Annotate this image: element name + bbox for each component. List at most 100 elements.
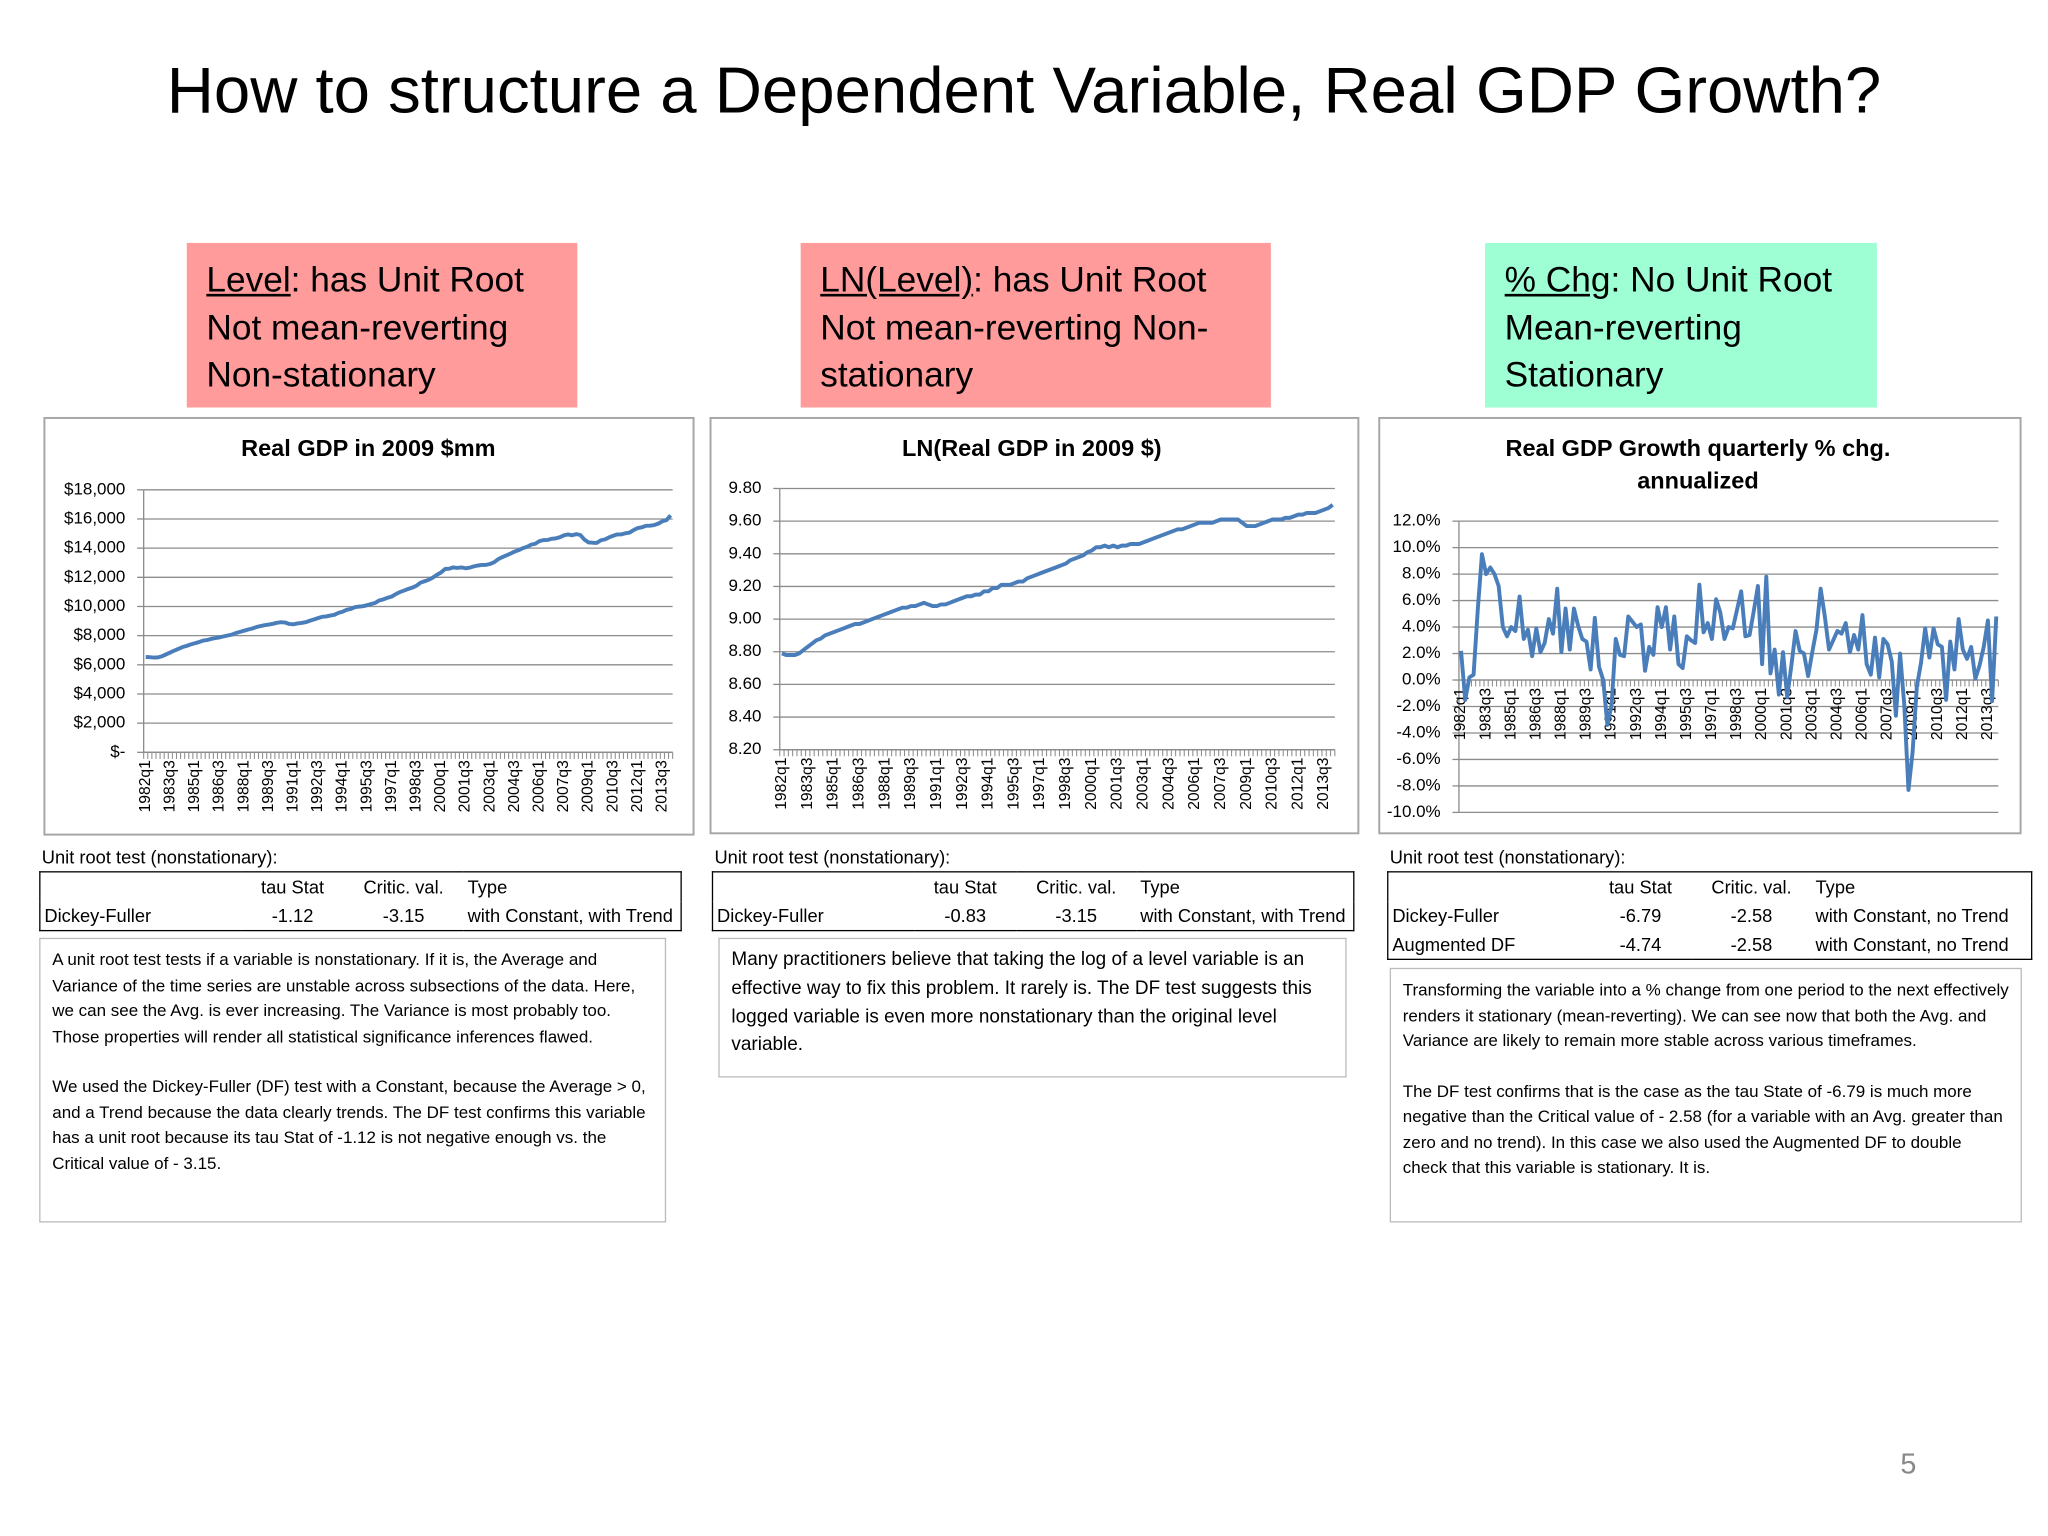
data-line (1459, 552, 1999, 792)
x-tick-label: 2009q1 (580, 760, 597, 812)
table-header: tau Stat Critic. val. Type (1388, 872, 2032, 901)
note-box: A unit root test tests if a variable is … (39, 937, 667, 1223)
y-tick-label: -10.0% (1387, 802, 1441, 821)
x-tick-label: 2000q1 (1083, 758, 1100, 810)
column-header: tau Stat (261, 876, 325, 898)
column-header: Type (467, 876, 508, 898)
column-header: Type (1140, 876, 1180, 898)
y-tick-label: $- (110, 742, 125, 761)
x-tick-label: 1995q3 (358, 760, 375, 813)
column-header: tau Stat (933, 876, 997, 898)
table-cell: -2.58 (1730, 905, 1773, 927)
note-paragraph: The DF test confirms that is the case as… (1402, 1080, 2003, 1177)
x-tick-label: 2013q3 (1315, 757, 1332, 810)
y-tick-label: 8.0% (1402, 564, 1441, 583)
y-tick-label: $18,000 (64, 479, 125, 498)
chart-title: LN(Real GDP in 2009 $) (902, 434, 1162, 462)
table-cell: Dickey-Fuller (44, 905, 152, 927)
table-cell (712, 872, 914, 901)
callout: LN(Level): has Unit Root Not mean-reverti… (800, 242, 1271, 408)
y-tick-label: $2,000 (73, 713, 125, 732)
x-tick-label: 1997q1 (1031, 758, 1048, 810)
callout-line: Stationary (1504, 355, 1664, 395)
callout-line: Non-stationary (206, 355, 436, 395)
x-tick-label: 2001q3 (1109, 757, 1126, 810)
note-box: Transforming the variable into a % chang… (1389, 967, 2022, 1223)
unit-root-table: tau Stat Critic. val. Type Dickey-Fuller -0.… (711, 871, 1355, 932)
x-tick-label: 2007q3 (1212, 757, 1229, 810)
data-line (145, 514, 673, 660)
callout-heading: Level: has Unit Root (206, 256, 557, 304)
x-tick-label: 2001q3 (457, 760, 474, 813)
x-tick-label: 2001q3 (1778, 688, 1795, 741)
callout-line: Not mean-reverting Non-stationary (820, 307, 1209, 395)
callout: Level: has Unit Root Not mean-reverting No… (186, 242, 578, 408)
slide-title: How to structure a Dependent Variable, R… (166, 53, 1882, 127)
table-cell: -3.15 (1055, 905, 1098, 927)
y-tick-label: 12.0% (1393, 511, 1441, 530)
x-tick-label: 1986q3 (1527, 688, 1544, 741)
y-tick-label: 0.0% (1402, 669, 1441, 688)
callout-text: : has Unit Root (290, 259, 524, 300)
x-tick-label: 2012q1 (1289, 758, 1306, 810)
callout-line: Mean-reverting (1504, 307, 1742, 347)
table-cell: with Constant, with Trend (467, 905, 673, 927)
x-tick-label: 1991q1 (928, 758, 945, 810)
x-tick-label: 2013q3 (654, 760, 671, 813)
x-tick-label: 1988q1 (876, 758, 893, 810)
y-tick-label: 2.0% (1402, 643, 1441, 662)
note-paragraph: A unit root test tests if a variable is … (52, 949, 636, 1046)
table-cell: -4.74 (1619, 933, 1662, 955)
y-tick-label: -8.0% (1396, 775, 1440, 794)
x-tick-marks (779, 749, 1336, 757)
page-number: 5 (1900, 1447, 1917, 1480)
x-tick-label: 1989q3 (902, 757, 919, 810)
column-header: tau Stat (1608, 876, 1672, 898)
x-tick-marks (143, 752, 674, 759)
table-row: Augmented DF -4.74 -2.58 with Constant, no … (1388, 930, 2032, 959)
x-tick-label: 2009q1 (1238, 758, 1255, 810)
column-header: Type (1815, 876, 1856, 898)
y-tick-label: 8.80 (728, 641, 761, 660)
x-tick-label: 2006q1 (1854, 688, 1871, 740)
table-cell: with Constant, no Trend (1815, 933, 2009, 955)
x-tick-label: 2004q3 (506, 760, 523, 813)
x-tick-label: 1998q3 (1728, 688, 1745, 741)
x-tick-label: 2003q1 (1135, 758, 1152, 810)
x-tick-label: 1985q1 (1502, 688, 1519, 740)
x-tick-label: 2007q3 (1879, 688, 1896, 741)
table-cell (40, 872, 242, 901)
x-tick-label: 1998q3 (1057, 757, 1074, 810)
y-tick-label: $6,000 (73, 654, 125, 673)
callout-text: : No Unit Root (1610, 259, 1832, 300)
note-box: Many practitioners believe that taking t… (718, 937, 1347, 1078)
y-tick-label: $16,000 (64, 508, 125, 527)
x-tick-label: 1989q3 (260, 760, 277, 813)
y-tick-label: $10,000 (64, 596, 125, 615)
table-cell (1388, 872, 1590, 901)
x-tick-label: 2004q3 (1160, 757, 1177, 810)
callout-text: : has Unit Root (973, 259, 1207, 300)
x-tick-label: 2006q1 (531, 760, 548, 812)
y-tick-label: 8.20 (728, 739, 761, 758)
column-header: Critic. val. (363, 876, 444, 898)
data-line (781, 503, 1334, 657)
x-tick-label: 2007q3 (555, 760, 572, 813)
x-tick-label: 2003q1 (1803, 688, 1820, 740)
x-tick-label: 2004q3 (1829, 688, 1846, 741)
x-tick-label: 2010q3 (604, 760, 621, 813)
table-row: Dickey-Fuller -6.79 -2.58 with Constant, no… (1388, 901, 2032, 930)
x-tick-label: 1992q3 (309, 760, 326, 813)
table-cell: with Constant, with Trend (1140, 905, 1346, 927)
x-tick-label: 1982q1 (137, 760, 154, 812)
chart-frame (43, 416, 695, 836)
table-cell: Dickey-Fuller (717, 905, 824, 927)
unit-root-table: tau Stat Critic. val. Type Dickey-Fuller -1.… (39, 871, 682, 932)
y-tick-label: 9.80 (728, 478, 761, 497)
callout-line: Not mean-reverting (206, 307, 509, 347)
chart-title: Real GDP Growth quarterly % chg. annuali… (1505, 434, 1891, 494)
chart-title: Real GDP in 2009 $mm (241, 434, 496, 462)
y-tick-label: $8,000 (73, 625, 125, 644)
x-tick-label: 1995q3 (1678, 688, 1695, 741)
